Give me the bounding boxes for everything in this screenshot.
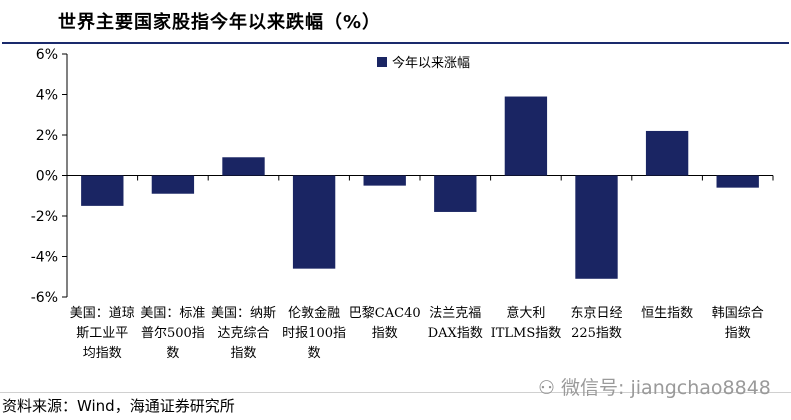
bar bbox=[151, 175, 195, 194]
x-tick-label: 法兰克福 bbox=[429, 306, 481, 321]
bar bbox=[434, 175, 477, 212]
x-tick-label: 巴黎CAC40 bbox=[349, 306, 421, 321]
x-tick-label: DAX指数 bbox=[428, 326, 483, 341]
watermark-text: 微信号: jiangchao8848 bbox=[561, 377, 771, 399]
wechat-watermark: ⚇ 微信号: jiangchao8848 bbox=[538, 373, 771, 400]
y-tick-label: 6% bbox=[36, 47, 58, 63]
y-tick-label: -6% bbox=[31, 290, 58, 306]
x-tick-label: 东京日经 bbox=[570, 306, 622, 321]
y-tick-label: 4% bbox=[36, 88, 58, 104]
x-tick-label: 美国：标准 bbox=[140, 306, 205, 321]
footer-divider bbox=[0, 392, 791, 393]
bar bbox=[292, 175, 336, 269]
x-tick-label: 恒生指数 bbox=[641, 306, 693, 321]
x-tick-label: 指数 bbox=[230, 346, 256, 361]
x-tick-label: 斯工业平 bbox=[76, 326, 128, 341]
x-tick-label: 225指数 bbox=[571, 326, 622, 341]
bar bbox=[222, 157, 265, 176]
title-divider bbox=[2, 42, 789, 44]
wechat-icon: ⚇ bbox=[538, 377, 556, 399]
bar bbox=[81, 175, 124, 206]
y-tick-label: 0% bbox=[36, 169, 58, 185]
x-tick-label: 均指数 bbox=[83, 346, 122, 361]
legend-label: 今年以来涨幅 bbox=[392, 55, 470, 71]
x-tick-label: 美国：纳斯 bbox=[211, 306, 276, 321]
x-tick-label: 指数 bbox=[725, 326, 751, 341]
x-tick-label: ITLMS指数 bbox=[491, 326, 562, 341]
x-tick-label: 韩国综合 bbox=[712, 306, 764, 321]
bar bbox=[645, 130, 689, 176]
x-tick-label: 时报100指 bbox=[282, 326, 346, 341]
x-tick-label: 意大利 bbox=[506, 305, 545, 321]
x-tick-label: 数 bbox=[166, 346, 179, 361]
x-tick-label: 美国：道琼 bbox=[70, 306, 135, 321]
bar bbox=[575, 175, 618, 279]
chart-title: 世界主要国家股指今年以来跌幅（%） bbox=[58, 12, 382, 33]
bar bbox=[504, 96, 548, 176]
x-tick-label: 指数 bbox=[372, 326, 398, 341]
x-tick-label: 伦敦金融 bbox=[288, 305, 340, 321]
legend-swatch bbox=[377, 57, 387, 67]
y-tick-label: 2% bbox=[36, 128, 58, 144]
x-tick-label: 数 bbox=[308, 346, 321, 361]
bar bbox=[716, 175, 759, 188]
y-tick-label: -2% bbox=[31, 209, 58, 225]
source-note: 资料来源：Wind，海通证券研究所 bbox=[2, 397, 235, 415]
x-tick-label: 达克综合 bbox=[217, 326, 269, 341]
y-tick-label: -4% bbox=[31, 250, 58, 266]
bar bbox=[363, 175, 406, 186]
x-tick-label: 普尔500指 bbox=[141, 326, 205, 341]
